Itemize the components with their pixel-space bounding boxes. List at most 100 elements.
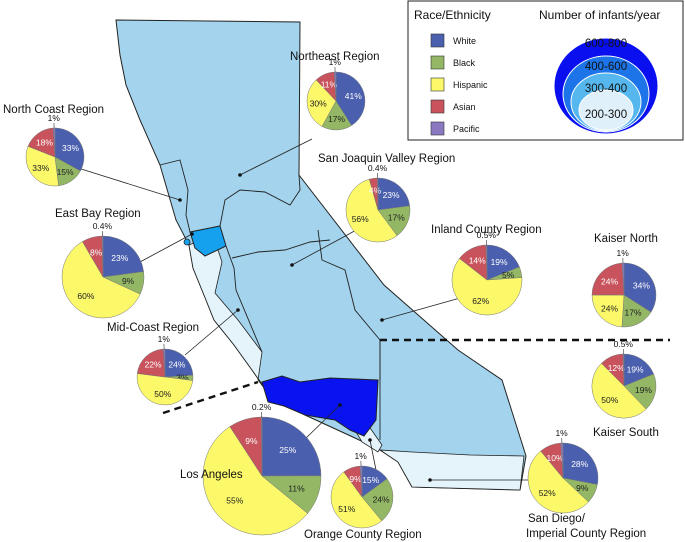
pie-label-kaiser-south-asian: 12% [608,363,625,373]
pie-label-san-joaquin-valley-region-asian: 4% [369,185,382,195]
leader-dot-orange-county-region [368,438,372,442]
pie-los-angeles: 25% 11% 55% 9% 0.2% [202,402,322,536]
pie-label-inland-county-region-white: 19% [491,257,508,267]
pie-label-san-joaquin-valley-region-hispanic: 56% [352,214,369,224]
leader-orange-county-region [369,439,377,471]
legend-label-asian: Asian [453,102,476,112]
pie-label-orange-county-region-hispanic: 51% [338,504,355,514]
pie-slice-los-angeles-white [261,416,322,477]
region-boundary [225,245,263,353]
pie-label-northeast-region-black: 17% [328,114,345,124]
region-boundary [219,174,301,227]
leader-mid-coast-region [184,309,239,356]
region-boundary [231,239,331,259]
pie-kaiser-south: 19% 19% 50% 12% 0.5% [591,339,657,419]
region-labels: Northeast Region North Coast Region San Jo… [3,51,659,541]
pie-label-san-diego-imperial-county-region-asian: 10% [546,453,563,463]
leader-lines [77,138,530,482]
kaiser-divider [162,380,259,415]
pie-label-san-diego-imperial-county-region-white: 28% [571,459,588,469]
legend-label-pacific: Pacific [453,124,480,134]
pie-label-san-joaquin-valley-region-white: 23% [383,190,400,200]
pie-label-inland-county-region-pacific: 0.5% [477,230,497,240]
pie-slice-san-diego-imperial-county-region-pacific [560,442,564,479]
pie-slice-northeast-region-hispanic [306,79,337,127]
region-name-kaiser-south: Kaiser South [593,427,659,439]
pie-label-orange-county-region-asian: 9% [349,474,362,484]
pie-label-inland-county-region-hispanic: 62% [472,296,489,306]
pie-slice-san-diego-imperial-county-region-white [562,442,599,485]
legend: Race/Ethnicity Number of infants/year Wh… [407,0,684,141]
pie-label-north-coast-region-pacific: 1% [48,113,61,123]
legend-swatch-pacific [430,121,445,136]
pie-label-los-angeles-hispanic: 55% [226,495,243,505]
pie-san-joaquin-valley-region: 23% 17% 56% 4% 0.4% [345,163,411,243]
pie-slice-san-joaquin-valley-region-hispanic [345,178,398,243]
pie-mid-coast-region: 24% 3% 50% 22% 1% [136,334,194,406]
pie-label-kaiser-north-white: 34% [633,280,650,290]
san-diego-imperial-area [378,449,525,491]
pie-label-mid-coast-region-pacific: 1% [158,334,171,344]
legend-swatch-asian [430,99,445,114]
pie-label-kaiser-south-black: 19% [635,385,652,395]
pie-slice-north-coast-region-hispanic [25,145,59,187]
leader-dot-north-coast-region [178,198,182,202]
legend-label-white: White [453,36,476,46]
region-name-san-joaquin-valley-region: San Joaquin Valley Region [318,153,455,165]
leader-dot-inland-county-region [380,318,384,322]
pie-slice-kaiser-south-pacific [622,353,625,387]
legend-label-hispanic: Hispanic [453,80,488,90]
pie-label-kaiser-north-black: 17% [624,308,641,318]
pie-slice-mid-coast-region-asian [136,348,166,378]
leader-dot-san-diego-imperial-county-region [428,478,432,482]
pie-label-east-bay-region-white: 23% [111,253,128,263]
region-name-kaiser-north: Kaiser North [594,233,658,245]
pie-label-kaiser-north-hispanic: 24% [601,304,618,314]
pie-label-inland-county-region-asian: 14% [469,256,486,266]
pie-label-san-diego-imperial-county-region-black: 9% [576,483,589,493]
legend-swatch-white [430,33,445,48]
pie-slice-los-angeles-hispanic [202,426,308,536]
pie-label-orange-county-region-black: 24% [373,494,390,504]
legend-swatch-black [430,55,445,70]
pie-east-bay-region: 23% 9% 60% 8% 0.4% [61,221,145,319]
region-name-inland-county-region: Inland County Region [431,224,542,236]
pie-label-kaiser-south-white: 19% [627,365,644,375]
leader-los-angeles [303,404,341,441]
pie-slice-mid-coast-region-hispanic [136,373,194,406]
pie-kaiser-north: 34% 17% 24% 24% 1% [591,248,657,328]
pie-label-north-coast-region-hispanic: 33% [32,163,49,173]
pie-slice-inland-county-region-pacific [485,244,488,281]
pie-slice-northeast-region-pacific [333,71,337,102]
pie-slice-san-joaquin-valley-region-white [377,177,411,211]
pie-label-orange-county-region-white: 15% [362,475,379,485]
pie-label-los-angeles-asian: 9% [245,436,258,446]
region-name-northeast-region: Northeast Region [290,51,380,63]
pie-label-mid-coast-region-hispanic: 50% [154,389,171,399]
leader-east-bay-region [139,233,193,263]
leader-san-joaquin-valley-region [291,227,361,266]
region-name-los-angeles: Los Angeles [180,469,243,481]
pie-label-north-coast-region-white: 33% [62,143,79,153]
pie-north-coast-region: 33% 15% 33% 18% 1% [25,113,85,187]
pie-northeast-region: 41% 17%30% 11% 1% [306,57,366,131]
pie-label-east-bay-region-black: 9% [122,276,135,286]
pie-label-kaiser-south-pacific: 0.5% [614,339,634,349]
pie-slice-inland-county-region-hispanic [451,258,523,316]
pie-slice-kaiser-south-black [623,373,657,410]
pie-orange-county-region: 15% 24% 51% 9% 1% [330,451,394,529]
pie-slice-kaiser-south-hispanic [591,362,647,419]
legend-size-title: Number of infants/year [539,8,660,22]
pie-label-northeast-region-hispanic: 30% [310,98,327,108]
pie-label-los-angeles-pacific: 0.2% [252,402,272,412]
pie-label-northeast-region-asian: 11% [321,80,338,90]
pie-label-kaiser-south-hispanic: 50% [601,395,618,405]
pie-label-orange-county-region-pacific: 1% [355,451,368,461]
pie-label-san-diego-imperial-county-region-pacific: 1% [555,428,568,438]
pie-label-inland-county-region-black: 5% [502,270,515,280]
leader-inland-county-region [381,297,461,321]
region-name-san-diego-imperial-county-region: San Diego/ [528,513,586,525]
pie-label-kaiser-north-pacific: 1% [617,248,630,258]
pie-label-north-coast-region-black: 15% [57,167,74,177]
pie-slice-north-coast-region-white [54,127,85,172]
